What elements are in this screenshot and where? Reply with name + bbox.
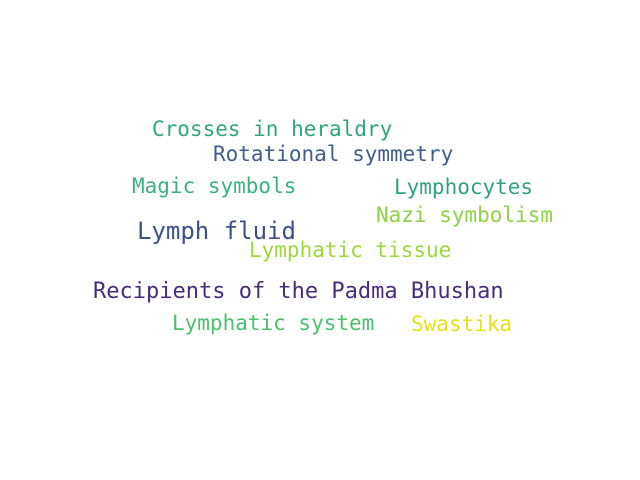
- word-lymphatic-system: Lymphatic system: [172, 313, 374, 334]
- word-rotational-symmetry: Rotational symmetry: [213, 144, 453, 165]
- word-nazi-symbolism: Nazi symbolism: [376, 205, 553, 226]
- word-lymphatic-tissue: Lymphatic tissue: [249, 240, 451, 261]
- word-lymphocytes: Lymphocytes: [394, 177, 533, 198]
- word-recipients-padma-bhushan: Recipients of the Padma Bhushan: [93, 281, 504, 303]
- word-crosses-in-heraldry: Crosses in heraldry: [152, 119, 392, 140]
- word-swastika: Swastika: [411, 314, 512, 335]
- word-magic-symbols: Magic symbols: [132, 176, 296, 197]
